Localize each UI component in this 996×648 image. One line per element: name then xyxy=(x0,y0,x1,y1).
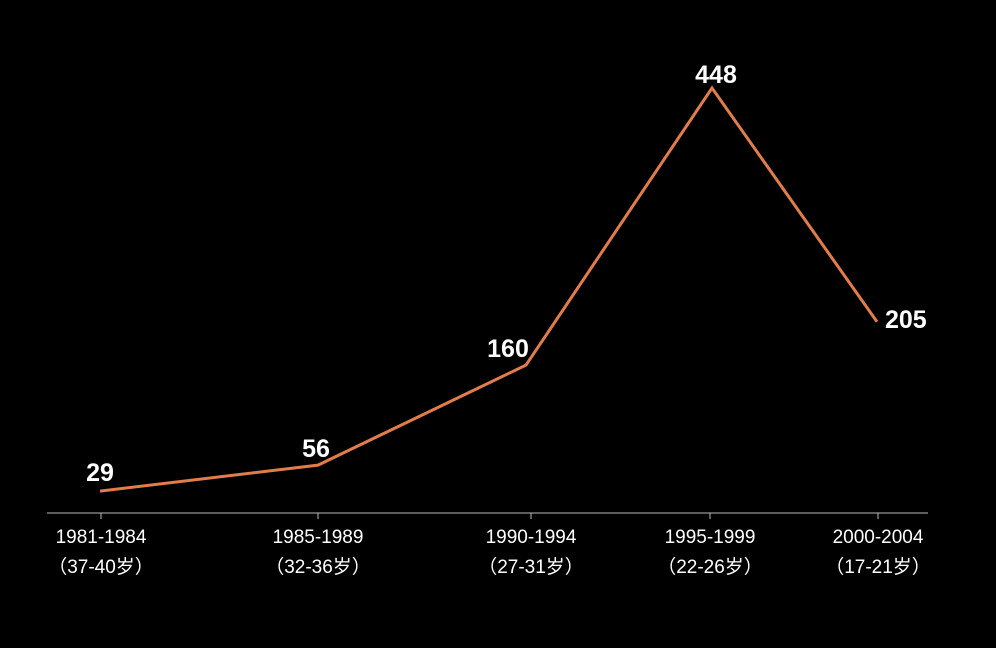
x-tick-label: 1995-1999 xyxy=(665,527,756,548)
data-label: 56 xyxy=(302,435,330,463)
x-tick-label: （22-26岁） xyxy=(657,556,763,578)
x-tick-label: 1981-1984 xyxy=(56,527,147,548)
data-label: 205 xyxy=(885,306,927,334)
x-tick-label: （27-31岁） xyxy=(478,556,584,578)
x-tick-label: （32-36岁） xyxy=(265,556,371,578)
data-label: 160 xyxy=(487,335,529,363)
data-label: 29 xyxy=(86,459,114,487)
line xyxy=(99,85,879,493)
x-tick-label: （37-40岁） xyxy=(48,556,154,578)
x-tick-label: 1990-1994 xyxy=(486,527,577,548)
x-tick-label: （17-21岁） xyxy=(825,556,931,578)
x-tick-label: 1985-1989 xyxy=(273,527,364,548)
x-tick-label: 2000-2004 xyxy=(833,527,924,548)
data-label: 448 xyxy=(695,61,737,89)
